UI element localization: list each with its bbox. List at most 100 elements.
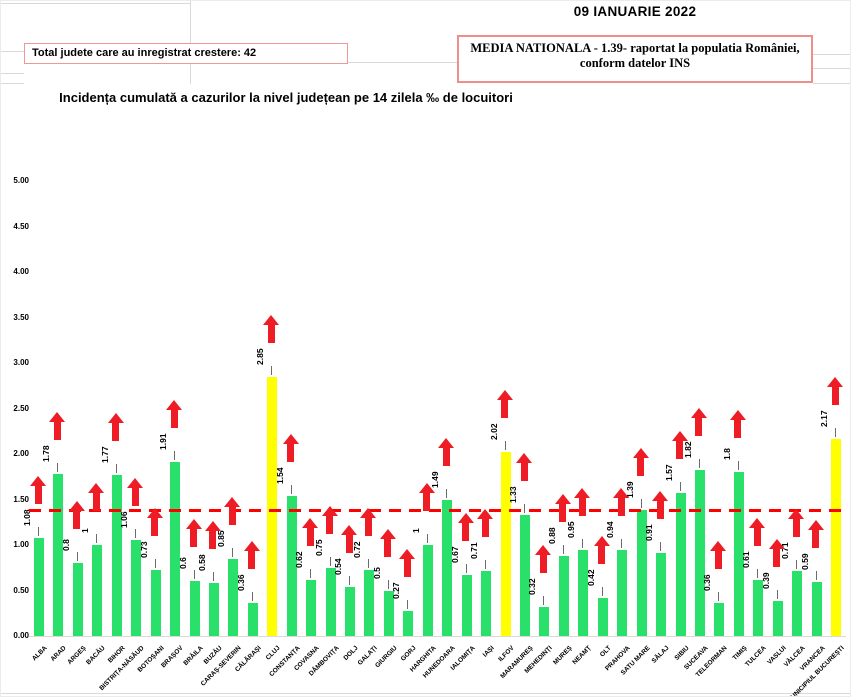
arrow-head	[749, 518, 766, 529]
bar	[597, 597, 608, 636]
bar	[72, 563, 83, 636]
bar	[345, 586, 356, 636]
bar-leader-line	[426, 534, 428, 543]
arrow-shaft	[384, 538, 392, 557]
chart-title: Incidența cumulată a cazurilor la nivel …	[59, 90, 513, 105]
bar	[520, 514, 530, 636]
bar	[228, 558, 239, 636]
y-axis-tick-label: 3.00	[13, 358, 29, 367]
bar-value-label: 0.59	[799, 553, 810, 571]
arrow-head	[321, 505, 338, 516]
bar	[53, 474, 64, 636]
trend-up-arrow-icon	[457, 513, 474, 542]
trend-up-arrow-icon	[263, 314, 280, 343]
trend-up-arrow-icon	[68, 501, 85, 530]
arrow-head	[807, 520, 824, 531]
bar-leader-line	[582, 538, 584, 548]
arrow-head	[613, 488, 630, 499]
growth-counties-box: Total judete care au inregistrat crester…	[24, 43, 348, 64]
bar-leader-line	[76, 552, 78, 562]
bar	[811, 582, 822, 636]
arrow-shaft	[714, 551, 722, 570]
arrow-head	[710, 541, 727, 552]
arrow-head	[282, 433, 299, 444]
arrow-shaft	[773, 548, 781, 567]
arrow-shaft	[364, 518, 372, 537]
bar	[92, 545, 103, 636]
arrow-shaft	[423, 493, 431, 511]
arrow-shaft	[131, 487, 139, 506]
arrow-shaft	[812, 530, 820, 549]
bar-value-label: 0.36	[235, 574, 246, 592]
arrow-head	[360, 508, 377, 519]
trend-up-arrow-icon	[418, 483, 435, 511]
bar	[111, 474, 122, 636]
arrow-shaft	[753, 528, 761, 547]
trend-up-arrow-icon	[146, 507, 163, 536]
arrow-shaft	[539, 554, 547, 573]
bar-value-label: 2.17	[819, 409, 830, 427]
bar-leader-line	[621, 539, 623, 549]
bar	[208, 583, 219, 636]
trend-up-arrow-icon	[399, 549, 416, 578]
bar	[558, 555, 569, 636]
trend-up-arrow-icon	[477, 509, 494, 538]
arrow-head	[768, 538, 785, 549]
arrow-head	[243, 541, 260, 552]
arrow-head	[516, 452, 532, 463]
bar	[831, 438, 842, 636]
bar-leader-line	[38, 526, 39, 536]
bar-leader-line	[718, 592, 720, 602]
arrow-head	[399, 549, 416, 560]
bar	[636, 509, 647, 636]
arrow-shaft	[190, 529, 198, 548]
arrow-head	[827, 376, 844, 387]
bar-leader-line	[329, 556, 331, 566]
bar	[617, 550, 628, 636]
bar-leader-line	[57, 463, 59, 473]
arrow-head	[535, 544, 552, 555]
bar-leader-line	[271, 365, 273, 375]
gridline	[813, 68, 850, 69]
bar-value-label: 1.08	[22, 509, 32, 526]
arrow-head	[438, 438, 455, 449]
bar-value-label: 1.54	[274, 467, 285, 484]
bar-leader-line	[601, 586, 603, 596]
bar-value-label: 0.73	[138, 541, 149, 558]
bar-value-label: 2.02	[488, 423, 499, 441]
gridline	[1, 693, 850, 694]
arrow-head	[690, 408, 707, 419]
y-axis-tick-label: 1.50	[13, 494, 29, 504]
bar-leader-line	[698, 459, 700, 469]
bar-value-label: 1.8	[721, 448, 732, 461]
arrow-shaft	[462, 523, 470, 542]
bar-leader-line	[757, 569, 759, 579]
y-axis-tick-label: 4.50	[13, 221, 29, 231]
trend-up-arrow-icon	[127, 477, 144, 506]
arrow-shaft	[267, 324, 275, 343]
arrow-shaft	[326, 515, 334, 534]
trend-up-arrow-icon	[671, 431, 688, 460]
arrow-shaft	[442, 448, 450, 467]
bar	[694, 470, 705, 636]
trend-up-arrow-icon	[204, 521, 221, 550]
arrow-head	[574, 487, 591, 498]
trend-up-arrow-icon	[360, 508, 377, 537]
bar-leader-line	[251, 592, 253, 602]
arrow-head	[146, 507, 163, 518]
national-average-line2: conform datelor INS	[579, 55, 691, 70]
bar-leader-line	[349, 575, 351, 585]
arrow-head	[632, 447, 649, 458]
bar	[306, 579, 317, 636]
bar-value-label: 0.61	[741, 551, 752, 569]
bar-value-label: 1	[410, 528, 421, 533]
bar	[34, 537, 44, 636]
trend-up-arrow-icon	[768, 538, 785, 567]
trend-up-arrow-icon	[302, 517, 319, 546]
bar-leader-line	[232, 547, 234, 557]
bar-leader-line	[135, 528, 137, 538]
trend-up-arrow-icon	[107, 412, 124, 441]
trend-up-arrow-icon	[554, 493, 571, 522]
bar-leader-line	[115, 463, 117, 473]
bar-value-label: 0.42	[585, 569, 596, 586]
